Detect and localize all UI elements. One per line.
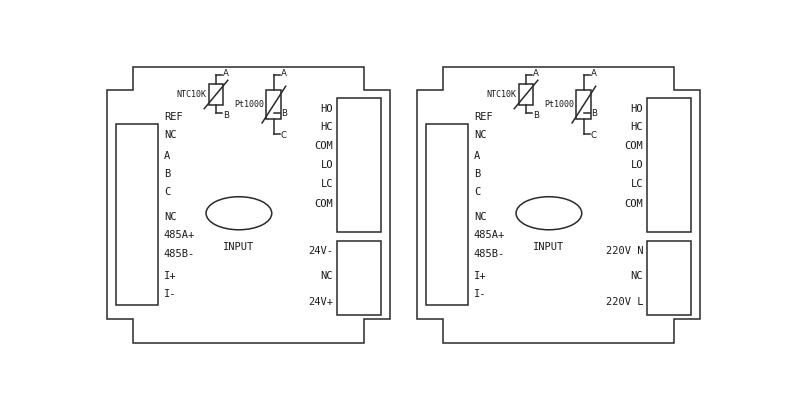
Polygon shape bbox=[418, 67, 699, 343]
Bar bbox=[338, 241, 381, 315]
Text: 220V N: 220V N bbox=[606, 246, 643, 256]
Text: A: A bbox=[223, 69, 229, 78]
Text: B: B bbox=[223, 111, 229, 119]
Text: 485B-: 485B- bbox=[164, 249, 195, 259]
Text: B: B bbox=[533, 111, 539, 119]
Text: HC: HC bbox=[321, 122, 333, 132]
Text: NTC10K: NTC10K bbox=[486, 90, 517, 99]
Text: 220V L: 220V L bbox=[606, 297, 643, 307]
Bar bbox=[266, 90, 282, 119]
Text: B: B bbox=[164, 169, 170, 179]
Text: B: B bbox=[590, 109, 597, 118]
Text: B: B bbox=[474, 169, 480, 179]
Text: Pt1000: Pt1000 bbox=[234, 100, 265, 109]
Text: INPUT: INPUT bbox=[534, 242, 565, 252]
Bar bbox=[209, 84, 223, 105]
Text: C: C bbox=[281, 131, 286, 140]
Text: NTC10K: NTC10K bbox=[177, 90, 206, 99]
Text: Pt1000: Pt1000 bbox=[545, 100, 574, 109]
Text: I-: I- bbox=[474, 289, 486, 299]
Text: LO: LO bbox=[630, 160, 643, 170]
Text: C: C bbox=[164, 188, 170, 197]
Text: I+: I+ bbox=[164, 271, 176, 281]
Polygon shape bbox=[107, 67, 390, 343]
Text: LC: LC bbox=[321, 179, 333, 189]
Text: HC: HC bbox=[630, 122, 643, 132]
Text: REF: REF bbox=[474, 112, 493, 122]
Bar bbox=[647, 98, 691, 232]
Text: COM: COM bbox=[624, 199, 643, 209]
Text: NC: NC bbox=[164, 212, 176, 222]
Text: LC: LC bbox=[630, 179, 643, 189]
Text: NC: NC bbox=[321, 271, 333, 281]
Text: I-: I- bbox=[164, 289, 176, 299]
Text: A: A bbox=[590, 69, 597, 78]
Text: A: A bbox=[164, 151, 170, 161]
Text: COM: COM bbox=[624, 141, 643, 151]
Text: A: A bbox=[474, 151, 480, 161]
Text: COM: COM bbox=[314, 199, 333, 209]
Bar bbox=[338, 98, 381, 232]
Bar bbox=[647, 241, 691, 315]
Text: B: B bbox=[281, 109, 286, 118]
Text: REF: REF bbox=[164, 112, 182, 122]
Text: A: A bbox=[281, 69, 286, 78]
Bar bbox=[116, 124, 158, 305]
Text: C: C bbox=[474, 188, 480, 197]
Text: INPUT: INPUT bbox=[223, 242, 254, 252]
Text: NC: NC bbox=[474, 130, 486, 140]
Text: 485A+: 485A+ bbox=[164, 230, 195, 240]
Text: NC: NC bbox=[474, 212, 486, 222]
Text: 485A+: 485A+ bbox=[474, 230, 505, 240]
Text: A: A bbox=[533, 69, 538, 78]
Text: NC: NC bbox=[630, 271, 643, 281]
Text: HO: HO bbox=[630, 104, 643, 113]
Text: LO: LO bbox=[321, 160, 333, 170]
Text: HO: HO bbox=[321, 104, 333, 113]
Text: C: C bbox=[590, 131, 597, 140]
Text: 24V-: 24V- bbox=[308, 246, 333, 256]
Text: 24V+: 24V+ bbox=[308, 297, 333, 307]
Bar bbox=[426, 124, 468, 305]
Text: NC: NC bbox=[164, 130, 176, 140]
Text: 485B-: 485B- bbox=[474, 249, 505, 259]
Text: COM: COM bbox=[314, 141, 333, 151]
Bar bbox=[577, 90, 591, 119]
Text: I+: I+ bbox=[474, 271, 486, 281]
Bar bbox=[518, 84, 534, 105]
